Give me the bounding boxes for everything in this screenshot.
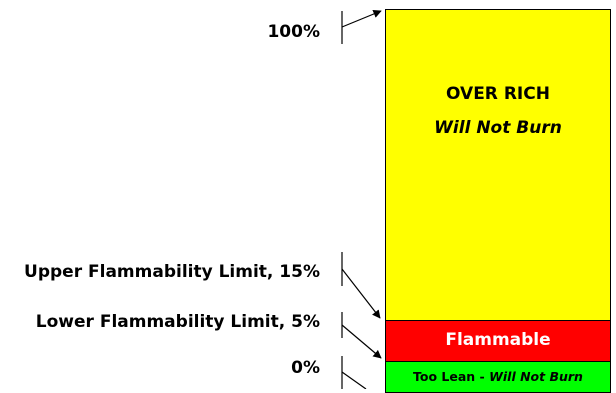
flammable-title: Flammable [445,330,551,350]
too-lean-subtitle: Will Not Burn [489,369,583,384]
too-lean-title: Too Lean - [413,369,490,384]
label-100-percent: 100% [267,22,320,42]
arrow-100-percent [341,9,382,44]
arrow-upper-limit [341,252,381,319]
label-upper-flammability-limit: Upper Flammability Limit, 15% [24,262,320,282]
too-lean-band: Too Lean - Will Not Burn [385,361,611,393]
label-0-percent: 0% [291,358,320,378]
too-lean-text: Too Lean - Will Not Burn [386,369,610,384]
arrow-lower-limit [341,312,382,359]
over-rich-title: OVER RICH [446,84,550,104]
arrow-0-percent [341,356,367,389]
over-rich-band: OVER RICH Will Not Burn [385,9,611,321]
over-rich-subtitle: Will Not Burn [434,118,562,138]
label-lower-flammability-limit: Lower Flammability Limit, 5% [35,312,320,332]
